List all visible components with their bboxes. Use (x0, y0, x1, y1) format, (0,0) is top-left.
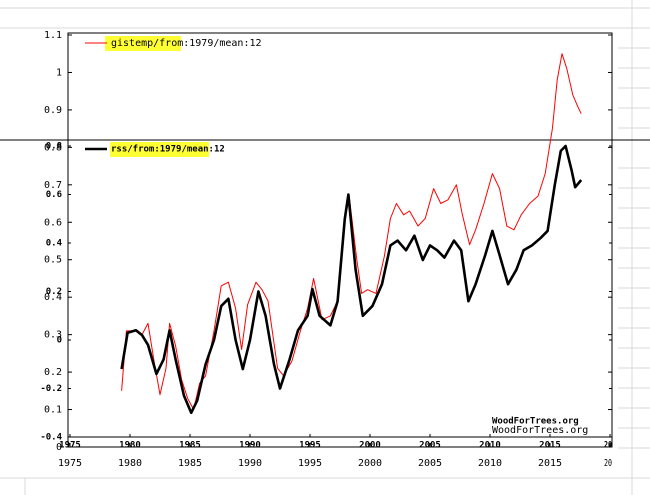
x-tick-label: 20 (604, 458, 612, 469)
x-tick-label: 2000 (358, 458, 382, 469)
y-tick-label: 0.9 (44, 105, 62, 116)
y-tick-label: 0.2 (44, 367, 62, 378)
y-tick-label: 0.3 (44, 330, 62, 341)
y-tick-label: -0.2 (40, 384, 62, 394)
chart-background (0, 29, 617, 477)
x-tick-label: 20 (604, 441, 612, 451)
y-tick-label: 0.1 (44, 405, 62, 416)
x-tick-label: 1990 (239, 441, 261, 451)
series-line (120, 144, 583, 415)
x-tick-label: 2015 (539, 441, 561, 451)
x-tick-label: 1975 (59, 441, 81, 451)
x-tick-label: 2015 (538, 458, 562, 469)
x-tick-label: 1990 (238, 458, 262, 469)
y-tick-label: 0.6 (46, 190, 62, 200)
x-tick-label: 1995 (299, 441, 321, 451)
annotation: WoodForTrees.org (492, 425, 588, 436)
plot-frame (67, 32, 613, 448)
y-tick-label: 1 (56, 67, 62, 78)
y-tick-label: 0.7 (44, 180, 62, 191)
legend-label: gistemp/from:1979/mean:12 (111, 38, 262, 49)
y-tick-label: 0.2 (46, 287, 62, 297)
y-tick-label: 0 (56, 442, 62, 453)
x-tick-label: 1995 (298, 458, 322, 469)
y-tick-label: 1.1 (44, 30, 62, 41)
x-tick-label: 2000 (359, 441, 381, 451)
y-tick-label: -0.4 (40, 433, 62, 443)
y-tick-label: 0.8 (44, 142, 62, 153)
x-tick-label: 1985 (179, 441, 201, 451)
x-tick-label: 1985 (178, 458, 202, 469)
y-tick-label: 0.6 (44, 217, 62, 228)
highlight (110, 142, 209, 157)
x-tick-label: 2010 (478, 458, 502, 469)
x-tick-label: 1975 (58, 458, 82, 469)
legend-label: rss/from:1979/mean:12 (111, 145, 225, 155)
x-tick-label: 1980 (119, 441, 141, 451)
y-tick-label: 0.4 (46, 239, 63, 249)
annotation: WoodForTrees.org (492, 417, 579, 427)
y-tick-label: 0.8 (46, 142, 62, 152)
highlight (105, 36, 181, 51)
x-tick-label: 2005 (418, 458, 442, 469)
y-tick-label: 0.4 (44, 292, 62, 303)
y-tick-label: 0.5 (44, 255, 62, 266)
y-tick-label: 0 (57, 336, 62, 346)
x-tick-label: 1980 (118, 458, 142, 469)
x-tick-label: 2005 (419, 441, 441, 451)
x-tick-label: 2010 (479, 441, 501, 451)
